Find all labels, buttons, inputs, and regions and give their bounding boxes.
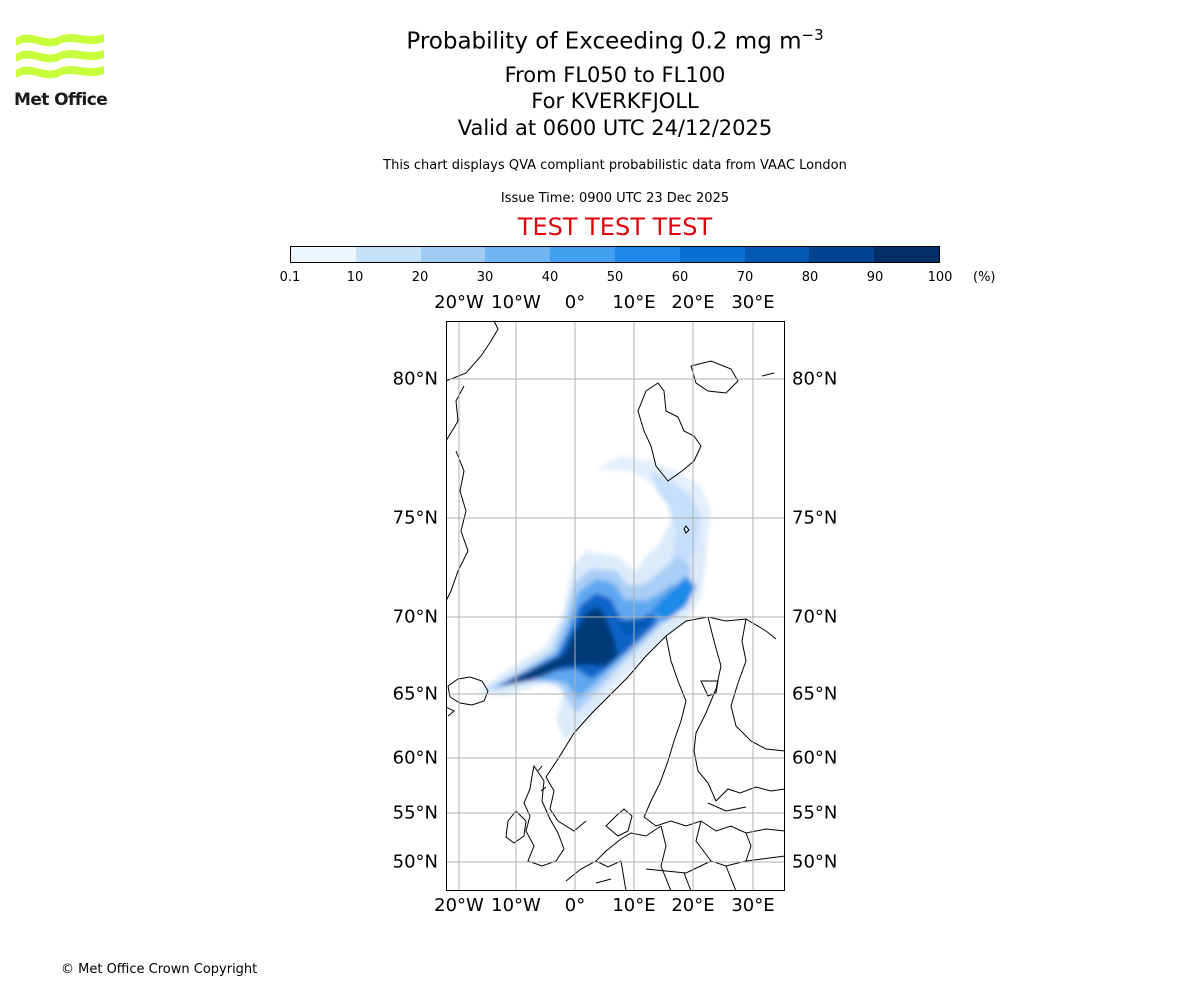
- longitude-label: 20°W: [434, 895, 484, 916]
- longitude-label: 10°W: [491, 895, 541, 916]
- colorbar-tick-label: 70: [736, 270, 754, 285]
- colorbar-segment: [679, 247, 745, 262]
- colorbar-segment: [614, 247, 680, 262]
- valid-time: Valid at 0600 UTC 24/12/2025: [457, 116, 773, 140]
- latitude-label: 80°N: [392, 368, 438, 390]
- colorbar-segment: [744, 247, 810, 262]
- probability-colorbar: [290, 246, 940, 263]
- longitude-label: 10°E: [612, 895, 656, 916]
- longitude-label: 0°: [564, 895, 586, 916]
- latitude-label: 75°N: [392, 507, 438, 529]
- longitude-label: 30°E: [731, 292, 775, 313]
- latitude-label: 70°N: [392, 606, 438, 628]
- latitude-label: 55°N: [392, 802, 438, 824]
- colorbar-segment: [355, 247, 421, 262]
- colorbar-tick-label: 30: [476, 270, 494, 285]
- latitude-label: 50°N: [392, 851, 438, 873]
- longitude-label: 10°W: [491, 292, 541, 313]
- longitude-label: 0°: [564, 292, 586, 313]
- longitude-label: 20°E: [671, 895, 715, 916]
- chart-description: This chart displays QVA compliant probab…: [383, 158, 847, 173]
- ash-probability-map: [446, 321, 785, 891]
- volcano-name: For KVERKFJOLL: [531, 89, 699, 113]
- longitude-label: 20°E: [671, 292, 715, 313]
- latitude-label: 60°N: [792, 747, 838, 769]
- copyright-notice: © Met Office Crown Copyright: [61, 962, 258, 977]
- map-frame: [446, 321, 785, 891]
- latitude-label: 70°N: [792, 606, 838, 628]
- colorbar-tick-label: 100: [927, 270, 953, 285]
- title-text: Probability of Exceeding 0.2 mg m: [406, 28, 802, 55]
- latitude-label: 60°N: [392, 747, 438, 769]
- colorbar-tick-label: 60: [671, 270, 689, 285]
- colorbar-tick-label: 40: [541, 270, 559, 285]
- flight-level-range: From FL050 to FL100: [504, 63, 726, 87]
- colorbar-segment: [550, 247, 615, 262]
- title-exponent: −3: [801, 26, 824, 44]
- colorbar-segment: [420, 247, 486, 262]
- met-office-logo: Met Office: [14, 30, 114, 114]
- longitude-label: 10°E: [612, 292, 656, 313]
- colorbar-tick-label: 50: [606, 270, 624, 285]
- latitude-label: 75°N: [792, 507, 838, 529]
- chart-title: Probability of Exceeding 0.2 mg m−3: [300, 26, 930, 55]
- colorbar-tick-label: 0.1: [279, 270, 301, 285]
- longitude-label: 20°W: [434, 292, 484, 313]
- latitude-label: 65°N: [792, 683, 838, 705]
- latitude-label: 50°N: [792, 851, 838, 873]
- latitude-label: 65°N: [392, 683, 438, 705]
- logo-text: Met Office: [14, 90, 108, 110]
- colorbar-tick-label: 10: [346, 270, 364, 285]
- gridlines: [446, 321, 785, 891]
- coastlines: [446, 321, 785, 891]
- issue-time: Issue Time: 0900 UTC 23 Dec 2025: [500, 191, 730, 206]
- colorbar-segment: [809, 247, 875, 262]
- colorbar-tick-label: 20: [411, 270, 429, 285]
- met-office-wave-icon: [16, 34, 104, 79]
- latitude-label: 55°N: [792, 802, 838, 824]
- colorbar-segment: [874, 247, 939, 262]
- colorbar-segment: [291, 247, 356, 262]
- latitude-label: 80°N: [792, 368, 838, 390]
- longitude-label: 30°E: [731, 895, 775, 916]
- colorbar-segment: [485, 247, 551, 262]
- colorbar-unit: (%): [973, 270, 996, 285]
- colorbar-tick-label: 80: [801, 270, 819, 285]
- colorbar-tick-label: 90: [866, 270, 884, 285]
- test-banner: TEST TEST TEST: [517, 213, 713, 241]
